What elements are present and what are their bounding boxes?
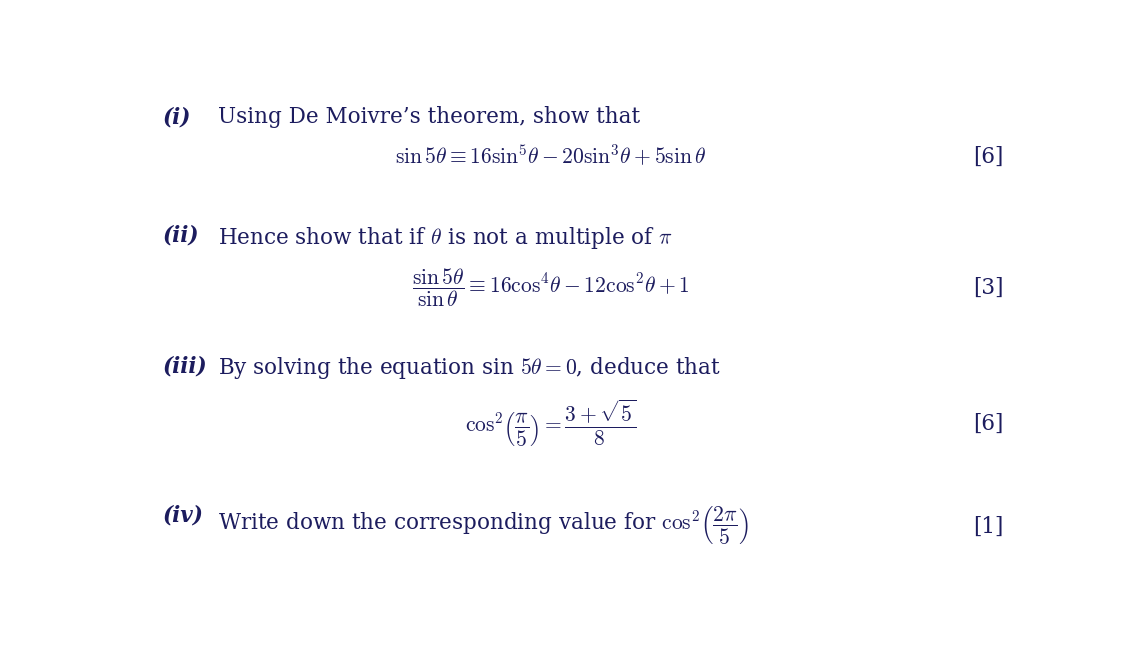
Text: [1]: [1] [974,515,1004,538]
Text: Using De Moivre’s theorem, show that: Using De Moivre’s theorem, show that [218,106,640,128]
Text: Write down the corresponding value for $\cos^2\!\left(\dfrac{2\pi}{5}\right)$: Write down the corresponding value for $… [218,504,749,546]
Text: (iv): (iv) [162,504,203,526]
Text: (iii): (iii) [162,356,207,377]
Text: [3]: [3] [974,277,1004,298]
Text: (i): (i) [162,106,191,128]
Text: Hence show that if $\theta$ is not a multiple of $\pi$: Hence show that if $\theta$ is not a mul… [218,224,673,250]
Text: $\sin 5\theta \equiv 16 \sin^5\!\theta - 20 \sin^3\!\theta + 5 \sin\theta$: $\sin 5\theta \equiv 16 \sin^5\!\theta -… [394,144,706,169]
Text: [6]: [6] [974,413,1004,434]
Text: [6]: [6] [974,146,1004,167]
Text: $\dfrac{\sin 5\theta}{\sin\theta} \equiv 16 \cos^4\!\theta - 12 \cos^2\!\theta +: $\dfrac{\sin 5\theta}{\sin\theta} \equiv… [411,266,689,309]
Text: (ii): (ii) [162,224,199,247]
Text: $\cos^2\!\left(\dfrac{\pi}{5}\right) = \dfrac{3 + \sqrt{5}}{8}$: $\cos^2\!\left(\dfrac{\pi}{5}\right) = \… [465,398,636,449]
Text: By solving the equation sin $5\theta = 0$, deduce that: By solving the equation sin $5\theta = 0… [218,356,721,381]
